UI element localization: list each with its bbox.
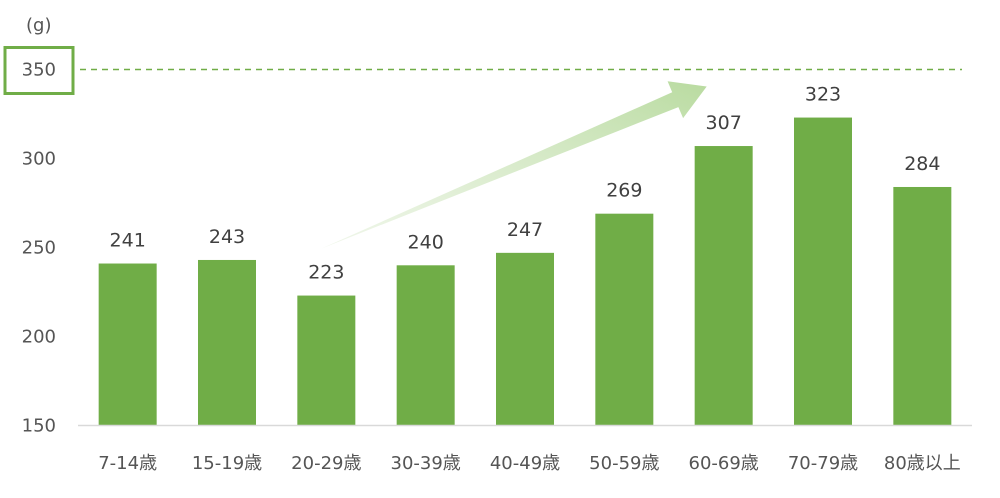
y-tick-label: 350 xyxy=(22,60,56,81)
data-label: 284 xyxy=(904,153,940,175)
bars xyxy=(98,117,952,426)
y-axis-unit-label: (g) xyxy=(26,15,51,36)
bar xyxy=(297,295,356,426)
data-label: 323 xyxy=(805,84,841,106)
x-category-label: 30-39歳 xyxy=(391,453,461,474)
data-label: 307 xyxy=(706,112,742,134)
bar xyxy=(595,213,654,426)
target-tick-highlight-box xyxy=(3,46,75,95)
x-category-label: 7-14歳 xyxy=(98,453,157,474)
y-axis-ticks: 150 200 250 300 350 xyxy=(22,60,56,437)
bar xyxy=(794,117,852,426)
trend-arrow-layer xyxy=(321,81,707,249)
y-tick-label: 250 xyxy=(22,238,56,259)
data-label: 241 xyxy=(110,230,146,252)
x-category-label: 20-29歳 xyxy=(291,453,361,474)
bar xyxy=(198,259,256,426)
x-category-label: 40-49歳 xyxy=(490,453,560,474)
y-tick-label: 150 xyxy=(22,416,56,437)
x-category-label: 15-19歳 xyxy=(192,453,262,474)
trend-arrow xyxy=(321,81,707,249)
data-label: 223 xyxy=(308,262,344,284)
bar xyxy=(98,263,157,426)
data-label: 243 xyxy=(209,226,245,248)
data-label: 269 xyxy=(606,180,642,202)
x-category-label: 80歳以上 xyxy=(884,453,961,474)
x-category-label: 50-59歳 xyxy=(589,453,659,474)
bar xyxy=(496,252,554,426)
bar xyxy=(396,265,455,426)
data-label: 247 xyxy=(507,219,543,241)
x-category-label: 60-69歳 xyxy=(689,453,759,474)
bar xyxy=(694,146,753,426)
x-axis-categories: 7-14歳 15-19歳 20-29歳 30-39歳 40-49歳 50-59歳 60-69… xyxy=(98,453,961,474)
data-labels: 241 243 223 240 247 269 307 323 284 xyxy=(110,84,941,284)
data-label: 240 xyxy=(408,231,444,253)
bar xyxy=(893,186,952,426)
y-tick-label: 200 xyxy=(22,327,56,348)
x-category-label: 70-79歳 xyxy=(788,453,858,474)
y-tick-label: 300 xyxy=(22,149,56,170)
